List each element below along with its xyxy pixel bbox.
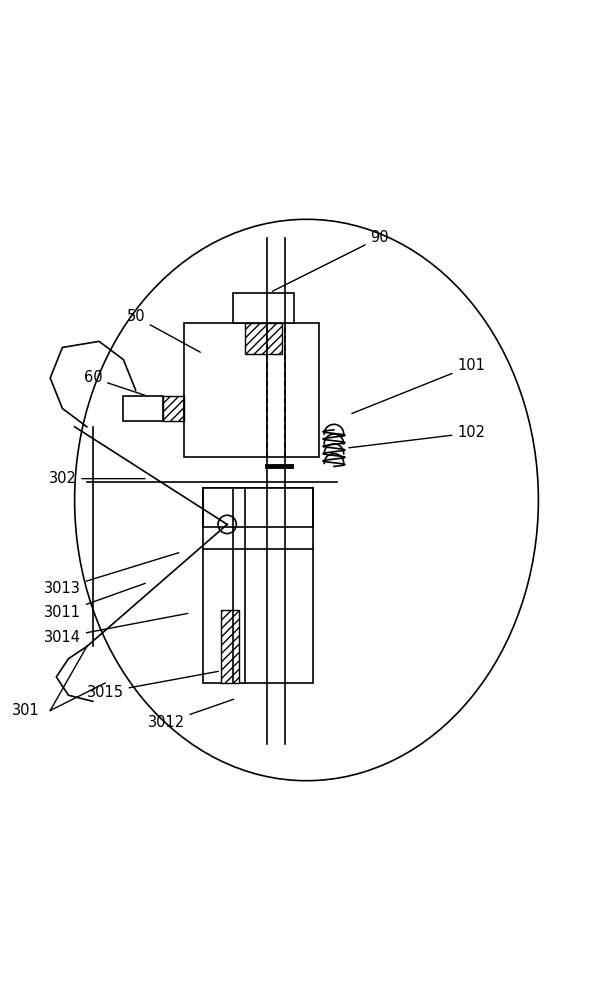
Text: 3011: 3011 (44, 583, 145, 620)
Text: 101: 101 (352, 358, 485, 414)
Text: 60: 60 (83, 370, 145, 395)
Bar (245, 323, 282, 354)
Text: 50: 50 (126, 309, 200, 352)
Text: 3012: 3012 (148, 699, 234, 730)
Text: 102: 102 (349, 425, 485, 448)
Text: 3013: 3013 (44, 553, 179, 596)
Text: 3014: 3014 (44, 613, 188, 645)
Bar (163, 396, 185, 421)
Bar (203, 488, 313, 527)
Ellipse shape (75, 219, 538, 781)
Bar (123, 396, 163, 421)
Text: 90: 90 (272, 230, 389, 291)
Text: 301: 301 (12, 703, 40, 718)
Bar (185, 323, 319, 457)
Bar (234, 293, 294, 323)
Bar (203, 488, 313, 683)
Text: 302: 302 (48, 471, 145, 486)
Text: 3015: 3015 (86, 671, 218, 700)
Bar (221, 610, 239, 683)
